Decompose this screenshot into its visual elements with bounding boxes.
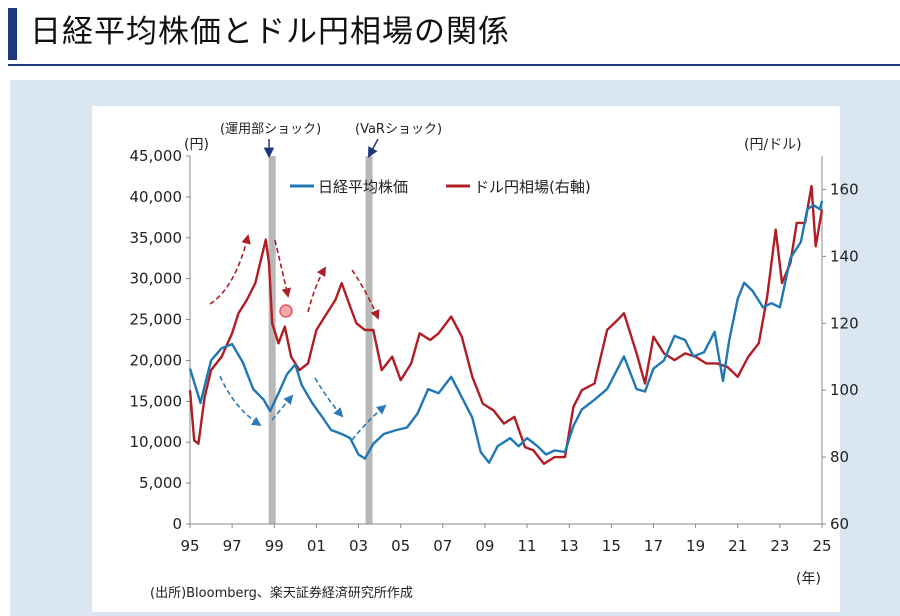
legend-label-nikkei: 日経平均株価 [318, 178, 408, 196]
left-tick-label: 45,000 [130, 147, 183, 165]
right-tick-label: 80 [830, 448, 849, 466]
source-note: (出所)Bloomberg、楽天証券経済研究所作成 [150, 585, 413, 601]
left-tick-label: 10,000 [130, 433, 183, 451]
x-tick-label: 07 [433, 537, 452, 555]
series-line-usdjpy [188, 184, 824, 465]
x-tick-label: 19 [686, 537, 705, 555]
x-tick-label: 21 [728, 537, 747, 555]
title-underline [8, 64, 900, 66]
left-tick-label: 25,000 [130, 311, 183, 329]
x-tick-label: 13 [560, 537, 579, 555]
annotation-arrows [209, 234, 387, 441]
highlight-marker [279, 304, 293, 318]
red-up-arrow-2 [307, 266, 326, 313]
blue-up-arrow-2 [351, 404, 387, 441]
page-title: 日経平均株価とドル円相場の関係 [30, 14, 510, 50]
right-tick-label: 140 [830, 247, 859, 265]
left-tick-label: 30,000 [130, 270, 183, 288]
left-axis-unit-label: (円) [184, 137, 209, 153]
x-tick-label: 25 [812, 537, 831, 555]
left-tick-label: 0 [172, 515, 182, 533]
right-axis-unit-label: (円/ドル) [744, 137, 802, 153]
event-shade-1 [365, 156, 373, 524]
x-tick-label: 99 [265, 537, 284, 555]
right-tick-label: 60 [830, 515, 849, 533]
x-tick-label: 03 [349, 537, 368, 555]
x-axis-unit-label: (年) [796, 571, 821, 587]
x-tick-label: 23 [770, 537, 789, 555]
legend: 日経平均株価 ドル円相場(右軸) [290, 178, 591, 196]
x-tick-label: 05 [391, 537, 410, 555]
x-tick-label: 01 [307, 537, 326, 555]
chart-panel [92, 106, 840, 612]
series-line-nikkei [188, 200, 824, 464]
event-shade-0 [268, 156, 276, 524]
right-tick-label: 160 [830, 180, 859, 198]
blue-up-arrow-1 [271, 394, 294, 421]
x-tick-label: 97 [223, 537, 242, 555]
title-accent-bar [8, 8, 17, 60]
x-tick-label: 95 [180, 537, 199, 555]
x-tick-label: 17 [644, 537, 663, 555]
right-tick-label: 120 [830, 314, 859, 332]
red-up-arrow-1 [209, 234, 251, 305]
x-tick-label: 11 [518, 537, 537, 555]
left-tick-label: 5,000 [139, 474, 182, 492]
left-tick-label: 40,000 [130, 188, 183, 206]
x-tick-label: 09 [475, 537, 494, 555]
x-tick-label: 15 [602, 537, 621, 555]
left-tick-label: 35,000 [130, 229, 183, 247]
left-tick-label: 20,000 [130, 351, 183, 369]
event-label-unyobu-shock: (運用部ショック) [220, 122, 321, 137]
left-tick-label: 15,000 [130, 392, 183, 410]
blue-down-arrow-1 [219, 375, 262, 427]
blue-down-arrow-2 [314, 377, 344, 418]
event-label-var-shock: (VaRショック) [355, 122, 442, 137]
legend-label-usdjpy: ドル円相場(右軸) [474, 178, 591, 196]
event-arrow-var [368, 138, 379, 158]
red-down-arrow-2 [351, 269, 380, 320]
right-tick-label: 100 [830, 381, 859, 399]
red-down-arrow-1 [274, 239, 291, 298]
